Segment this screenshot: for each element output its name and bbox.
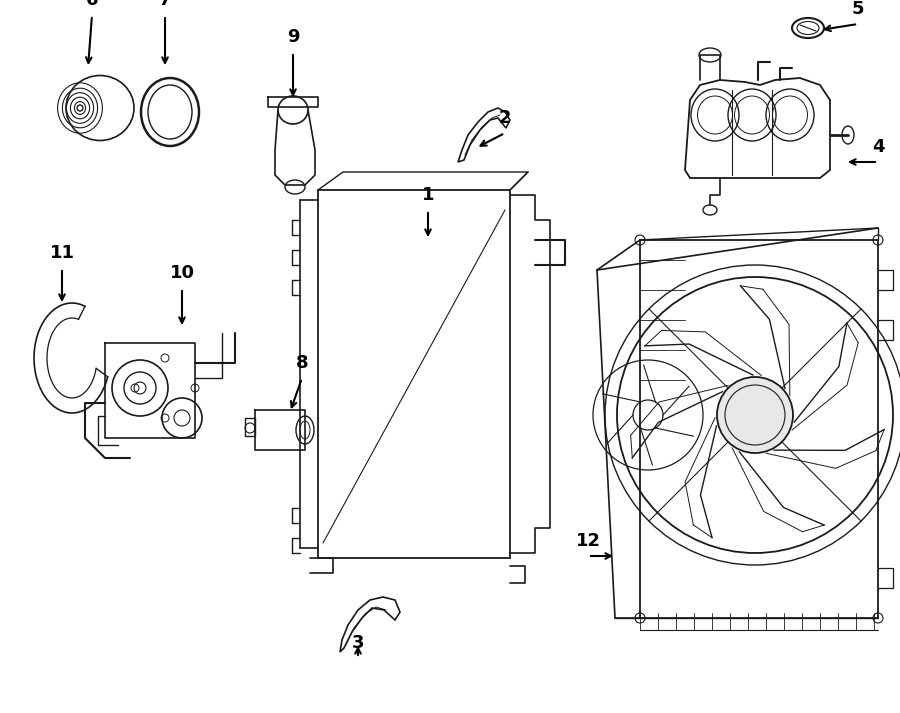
Polygon shape [318, 190, 510, 558]
Circle shape [717, 377, 793, 453]
Polygon shape [458, 108, 510, 162]
Text: 7: 7 [158, 0, 171, 9]
Text: 5: 5 [851, 0, 864, 18]
Text: 3: 3 [352, 634, 365, 652]
Text: 12: 12 [575, 532, 600, 550]
Text: 9: 9 [287, 28, 299, 46]
Text: 2: 2 [499, 109, 511, 127]
Text: 1: 1 [422, 186, 434, 204]
Text: 6: 6 [86, 0, 98, 9]
Text: 8: 8 [296, 354, 309, 372]
Polygon shape [340, 597, 400, 652]
Text: 11: 11 [50, 244, 75, 262]
Text: 4: 4 [872, 138, 884, 156]
Polygon shape [640, 240, 878, 618]
Text: 10: 10 [169, 264, 194, 282]
Polygon shape [685, 78, 830, 178]
Circle shape [112, 360, 168, 416]
